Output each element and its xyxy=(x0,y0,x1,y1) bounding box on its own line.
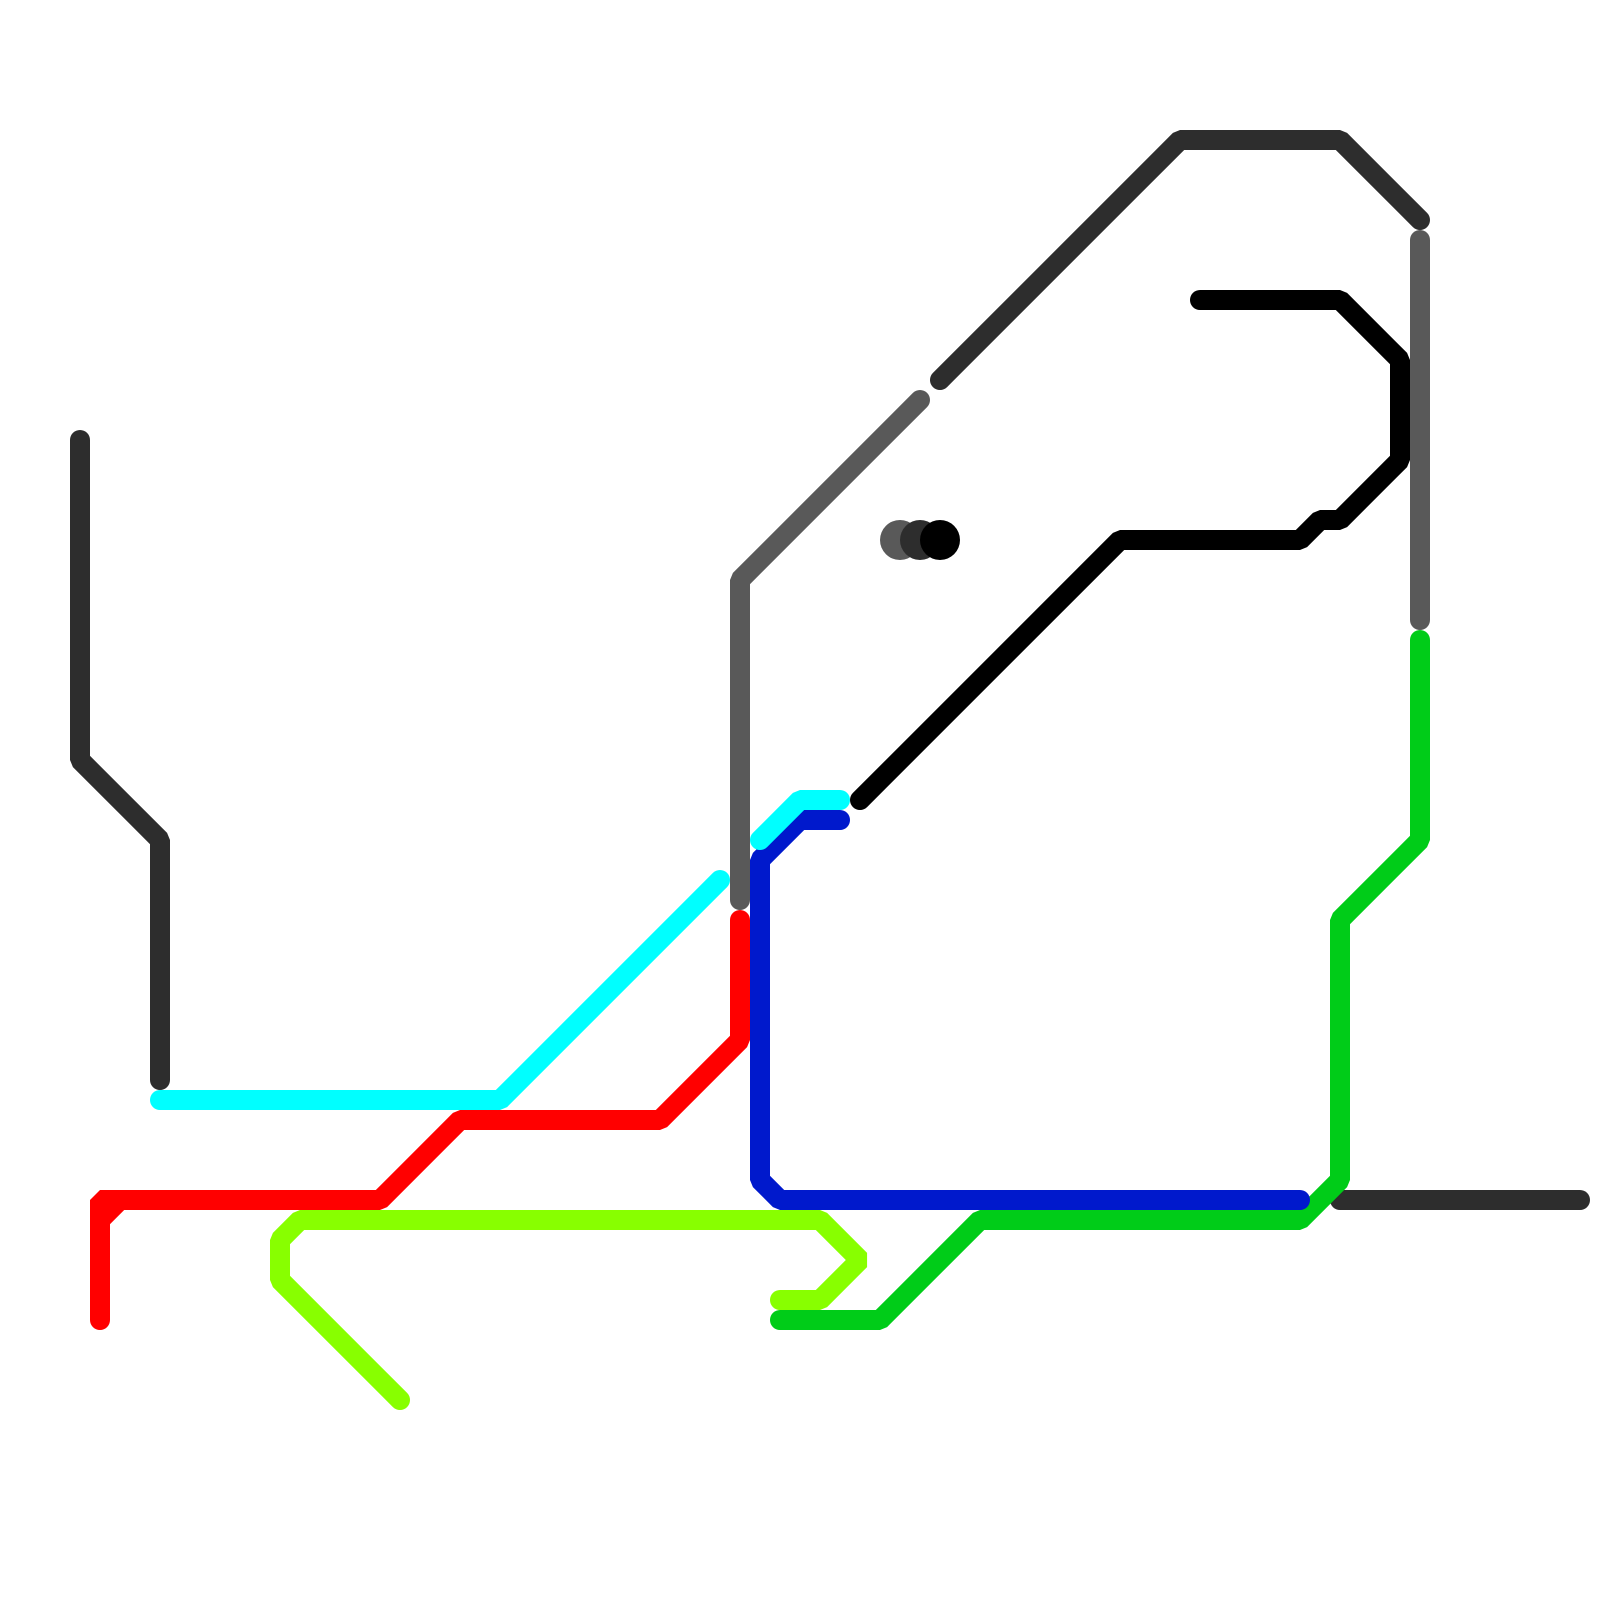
route-line-red xyxy=(90,910,750,1330)
station-marker-3 xyxy=(920,520,960,560)
route-line-red-stub xyxy=(90,1190,130,1230)
route-line-dark-gray-north xyxy=(930,130,1430,390)
route-line-blue xyxy=(750,810,1310,1210)
route-line-cyan-long xyxy=(150,870,730,1110)
route-line-dark-gray-west xyxy=(70,430,170,1090)
route-line-black xyxy=(850,290,1410,810)
route-line-cyan-short xyxy=(750,790,850,850)
route-line-gray-central xyxy=(730,390,930,910)
route-lines xyxy=(70,130,1590,1410)
route-line-green xyxy=(770,630,1430,1330)
stations xyxy=(880,520,960,560)
route-line-lime xyxy=(270,1210,868,1410)
